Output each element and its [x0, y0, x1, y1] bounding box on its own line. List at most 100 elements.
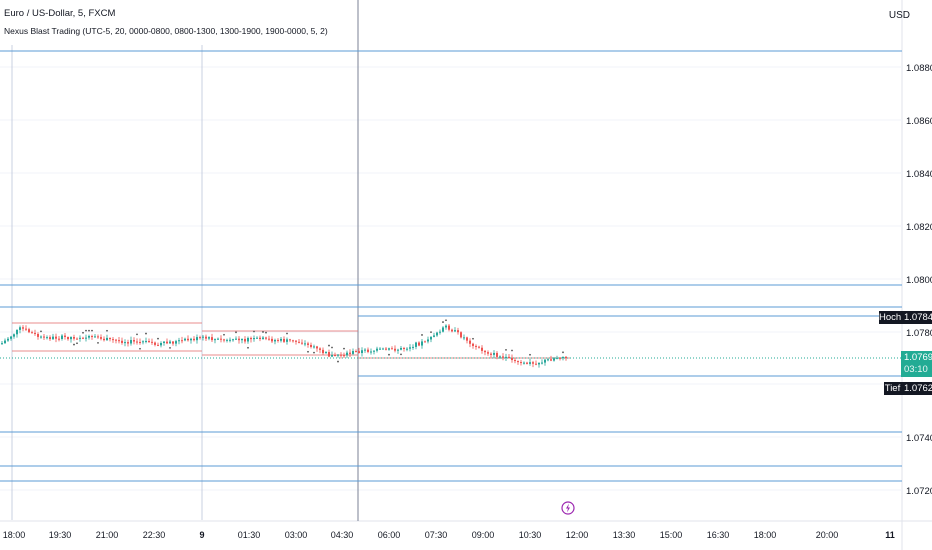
candle-body — [454, 330, 456, 332]
candle-body — [367, 349, 369, 352]
candle-body — [253, 338, 255, 340]
candle-body — [295, 340, 297, 342]
candle-body — [460, 332, 462, 338]
candle-body — [493, 352, 495, 355]
candle-body — [100, 337, 102, 339]
candle-body — [175, 341, 177, 344]
candle-body — [4, 340, 6, 344]
candle-body — [346, 352, 348, 356]
candle-body — [157, 344, 159, 346]
chart-title[interactable]: Euro / US-Dollar, 5, FXCM — [4, 8, 116, 19]
fractal-marker — [157, 337, 159, 340]
level-lines — [0, 50, 902, 482]
candle-body — [10, 336, 12, 339]
candle-body — [85, 337, 87, 339]
fractal-marker — [400, 353, 402, 356]
candle-body — [391, 348, 393, 350]
candle-body — [61, 335, 63, 339]
candle-body — [22, 327, 24, 329]
candle-body — [232, 339, 234, 341]
candle-body — [139, 341, 141, 343]
candle-body — [133, 340, 135, 342]
candle-body — [337, 354, 339, 356]
candle-body — [274, 339, 276, 342]
candle-body — [202, 336, 204, 338]
candle-body — [34, 332, 36, 334]
candle-body — [343, 355, 345, 357]
candle-body — [418, 342, 420, 346]
candle-body — [319, 348, 321, 350]
fractal-marker — [331, 346, 333, 349]
candle-body — [280, 338, 282, 341]
candle-body — [94, 336, 96, 338]
candle-body — [109, 337, 111, 340]
candle-body — [115, 339, 117, 341]
price-tick: 1.08400 — [906, 169, 932, 180]
time-tick: 16:30 — [707, 530, 730, 540]
current-price-value: 1.07691 — [904, 352, 932, 363]
candle-body — [190, 338, 192, 341]
candle-body — [217, 338, 219, 340]
fractal-marker — [529, 353, 531, 356]
fractal-marker — [337, 360, 339, 363]
lightning-icon[interactable] — [561, 500, 575, 516]
candle-body — [184, 338, 186, 341]
candle-body — [427, 339, 429, 342]
fractal-marker — [505, 348, 507, 351]
candle-body — [130, 340, 132, 344]
candle-body — [70, 337, 72, 340]
fractal-marker — [88, 329, 90, 332]
session-range-lines — [12, 322, 570, 359]
candle-body — [31, 332, 33, 334]
time-tick: 18:00 — [3, 530, 26, 540]
currency-label[interactable]: USD — [888, 10, 910, 21]
candle-body — [478, 346, 480, 348]
fractal-marker — [97, 341, 99, 344]
candle-body — [475, 345, 477, 347]
candle-body — [433, 335, 435, 337]
fractal-marker — [85, 329, 87, 332]
candle-body — [292, 340, 294, 342]
candle-body — [445, 325, 447, 328]
candle-body — [559, 357, 561, 359]
candle-body — [340, 354, 342, 356]
candle-body — [526, 362, 528, 364]
candle-body — [448, 325, 450, 330]
price-tick: 1.07200 — [906, 486, 932, 497]
candle-body — [514, 360, 516, 362]
candle-body — [496, 352, 498, 357]
candle-body — [67, 336, 69, 340]
candle-body — [430, 336, 432, 340]
candle-body — [370, 351, 372, 353]
candle-body — [316, 346, 318, 349]
candle-body — [166, 341, 168, 344]
fractal-marker — [262, 331, 264, 333]
candle-body — [502, 356, 504, 358]
candle-body — [256, 337, 258, 339]
time-tick: 10:30 — [519, 530, 542, 540]
time-axis: 18:00 19:30 21:00 22:30 9 01:30 03:00 04… — [3, 530, 895, 540]
indicator-legend[interactable]: Nexus Blast Trading (UTC-5, 20, 0000-080… — [4, 26, 328, 36]
candle-body — [517, 361, 519, 363]
fractal-marker — [169, 347, 171, 349]
fractal-marker — [40, 330, 42, 333]
candle-body — [73, 337, 75, 339]
candle-body — [37, 333, 39, 337]
time-tick: 07:30 — [425, 530, 448, 540]
candle-body — [238, 338, 240, 341]
candle-body — [457, 330, 459, 333]
candle-body — [538, 362, 540, 365]
candle-body — [286, 339, 288, 342]
time-tick: 20:00 — [816, 530, 839, 540]
candle-body — [40, 336, 42, 338]
candle-body — [154, 342, 156, 345]
candle-body — [52, 336, 54, 340]
candle-body — [385, 348, 387, 350]
price-axis: 1.08800 1.08600 1.08400 1.08200 1.08000 … — [906, 63, 932, 497]
price-tick: 1.08800 — [906, 63, 932, 74]
candle-body — [13, 334, 15, 337]
fractal-marker — [73, 343, 75, 346]
candle-body — [436, 332, 438, 336]
candle-body — [7, 338, 9, 341]
